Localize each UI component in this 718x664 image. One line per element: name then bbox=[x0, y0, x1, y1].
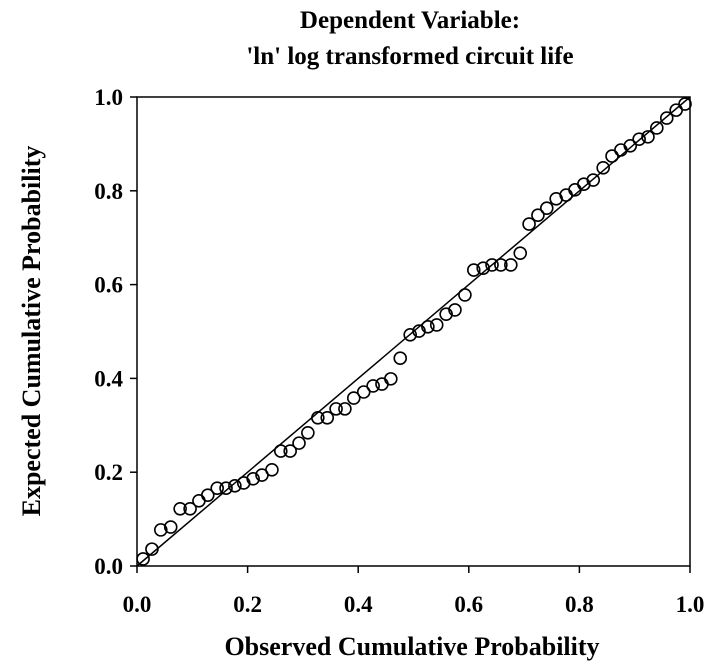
data-point bbox=[136, 552, 150, 566]
x-tick-label: 0.4 bbox=[344, 592, 373, 617]
data-point bbox=[421, 320, 435, 334]
data-point bbox=[623, 138, 638, 153]
y-tick-label: 0.6 bbox=[94, 273, 123, 298]
data-point bbox=[559, 188, 573, 202]
y-tick-label: 0.4 bbox=[94, 366, 123, 391]
data-point bbox=[173, 501, 187, 516]
x-tick-label: 1.0 bbox=[676, 592, 705, 617]
x-tick-label: 0.0 bbox=[123, 592, 152, 617]
data-point bbox=[476, 261, 490, 275]
data-point bbox=[338, 402, 352, 416]
data-point bbox=[412, 324, 426, 338]
y-axis-label: Expected Cumulative Probability bbox=[17, 146, 46, 517]
data-point bbox=[650, 121, 664, 135]
data-point bbox=[265, 463, 279, 477]
data-point bbox=[605, 149, 619, 163]
data-point bbox=[200, 488, 215, 502]
data-point bbox=[632, 132, 646, 147]
data-point bbox=[273, 444, 288, 458]
y-tick-label: 1.0 bbox=[94, 85, 123, 110]
data-point bbox=[320, 410, 335, 425]
data-point bbox=[586, 173, 601, 187]
data-point bbox=[466, 263, 481, 277]
data-point bbox=[539, 201, 554, 215]
data-point bbox=[403, 327, 417, 342]
data-point bbox=[283, 444, 297, 458]
data-point bbox=[301, 426, 315, 440]
data-point bbox=[448, 303, 462, 317]
data-point bbox=[228, 479, 242, 493]
data-point bbox=[669, 103, 683, 117]
data-point bbox=[311, 410, 325, 425]
data-point bbox=[163, 520, 178, 534]
data-point bbox=[485, 258, 499, 272]
data-point bbox=[531, 208, 545, 222]
x-tick-label: 0.8 bbox=[565, 592, 594, 617]
data-point bbox=[678, 97, 692, 111]
data-point bbox=[329, 402, 343, 416]
x-tick-label: 0.2 bbox=[233, 592, 262, 617]
y-tick-label: 0.0 bbox=[94, 554, 123, 579]
chart-title: 'ln' log transformed circuit life bbox=[246, 43, 573, 70]
x-axis-label: Observed Cumulative Probability bbox=[224, 632, 599, 661]
data-point bbox=[292, 436, 306, 450]
data-point bbox=[494, 258, 508, 272]
data-point bbox=[504, 258, 518, 272]
data-point bbox=[393, 351, 408, 366]
data-point bbox=[153, 523, 168, 537]
data-point bbox=[375, 377, 389, 391]
plot-frame bbox=[136, 96, 691, 567]
data-point bbox=[366, 379, 380, 393]
data-point bbox=[522, 217, 536, 231]
data-point bbox=[384, 372, 398, 386]
data-point bbox=[513, 246, 528, 260]
data-point bbox=[641, 130, 655, 144]
data-point bbox=[346, 391, 361, 405]
data-point bbox=[219, 481, 233, 495]
data-point bbox=[183, 501, 197, 516]
data-point bbox=[458, 288, 472, 302]
x-tick-label: 0.6 bbox=[454, 592, 483, 617]
data-point bbox=[192, 494, 206, 508]
data-point bbox=[356, 385, 371, 399]
y-tick-label: 0.8 bbox=[94, 179, 123, 204]
data-point bbox=[210, 481, 224, 495]
data-point bbox=[246, 471, 260, 486]
data-point bbox=[429, 318, 444, 332]
data-point bbox=[596, 161, 610, 175]
y-tick-label: 0.2 bbox=[94, 460, 123, 485]
data-point bbox=[439, 307, 453, 321]
chart-title: Dependent Variable: bbox=[300, 7, 520, 34]
data-point bbox=[659, 111, 674, 125]
data-point bbox=[145, 542, 159, 556]
